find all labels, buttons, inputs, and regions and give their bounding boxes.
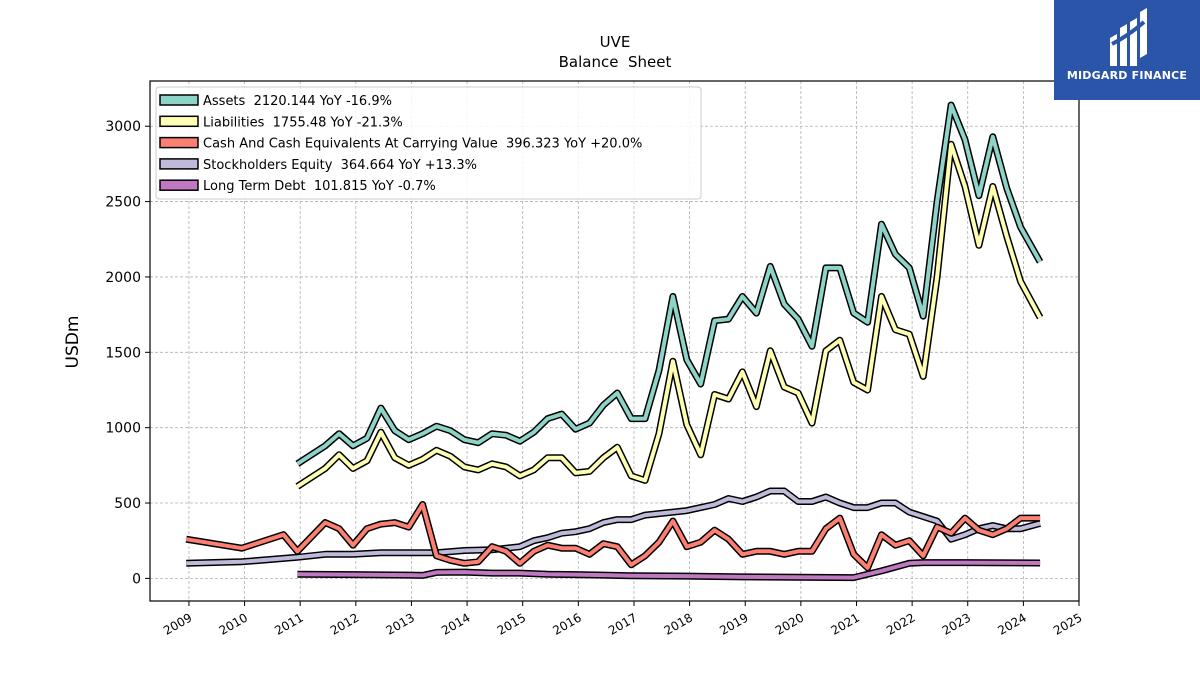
legend-label: Stockholders Equity 364.664 YoY +13.3% [203,158,477,173]
x-tick-label: 2010 [217,610,250,637]
legend-box [155,86,702,200]
series-line [296,103,1042,466]
brand-name: MIDGARD FINANCE [1066,69,1188,82]
series-line [297,560,1041,580]
y-axis-label: USDm [63,316,83,369]
x-tick-label: 2013 [384,610,417,637]
y-tick-label: 500 [114,496,141,512]
legend-label: Long Term Debt 101.815 YoY -0.7% [203,179,436,194]
brand-mark-icon [1110,8,1147,66]
y-tick-label: 2000 [105,270,141,286]
x-tick-label: 2019 [717,610,750,637]
plot-area-frame [149,80,1080,602]
x-tick-label: 2024 [995,610,1028,637]
series-line [186,489,1041,566]
series-line [296,142,1042,489]
x-tick-label: 2023 [940,610,973,637]
y-tick-label: 3000 [105,119,141,135]
series-line [185,502,1041,570]
x-tick-label: 2018 [662,610,695,637]
x-tick-label: 2012 [328,610,361,637]
x-tick-label: 2022 [884,610,917,637]
x-tick-label: 2025 [1051,610,1084,637]
series-lines [185,101,1044,582]
x-tick-label: 2015 [495,610,528,637]
y-tick-label: 1000 [105,421,141,437]
y-tick-label: 0 [132,571,141,587]
legend-label: Cash And Cash Equivalents At Carrying Va… [203,137,642,152]
x-tick-label: 2009 [161,610,194,637]
x-tick-label: 2011 [272,610,305,637]
y-tick-label: 2500 [105,195,141,211]
chart-title: UVE [600,33,631,51]
legend-label: Liabilities 1755.48 YoY -21.3% [203,115,403,130]
y-tick-label: 1500 [105,345,141,361]
brand-logo: MIDGARD FINANCE [1054,0,1200,100]
legend-swatch [159,179,199,191]
x-tick-label: 2017 [606,610,639,637]
legend-label: Assets 2120.144 YoY -16.9% [203,94,392,109]
x-axis-ticks: 2009 2010 2011 2012 2013 2014 2015 2016 2017 2018… [161,601,1085,638]
x-tick-label: 2016 [550,610,583,637]
chart-subtitle: Balance Sheet [559,53,672,71]
y-axis-ticks: 0 500 1000 1500 2000 2500 3000 [105,119,150,587]
x-tick-label: 2021 [829,610,862,637]
legend-swatch [159,158,199,170]
legend-swatch [159,115,199,128]
x-tick-label: 2014 [439,610,472,637]
legend-swatch [159,136,199,149]
x-tick-label: 2020 [773,610,806,637]
legend-swatch [159,94,199,106]
legend: Assets 2120.144 YoY -16.9% Liabilities 17… [155,86,702,200]
